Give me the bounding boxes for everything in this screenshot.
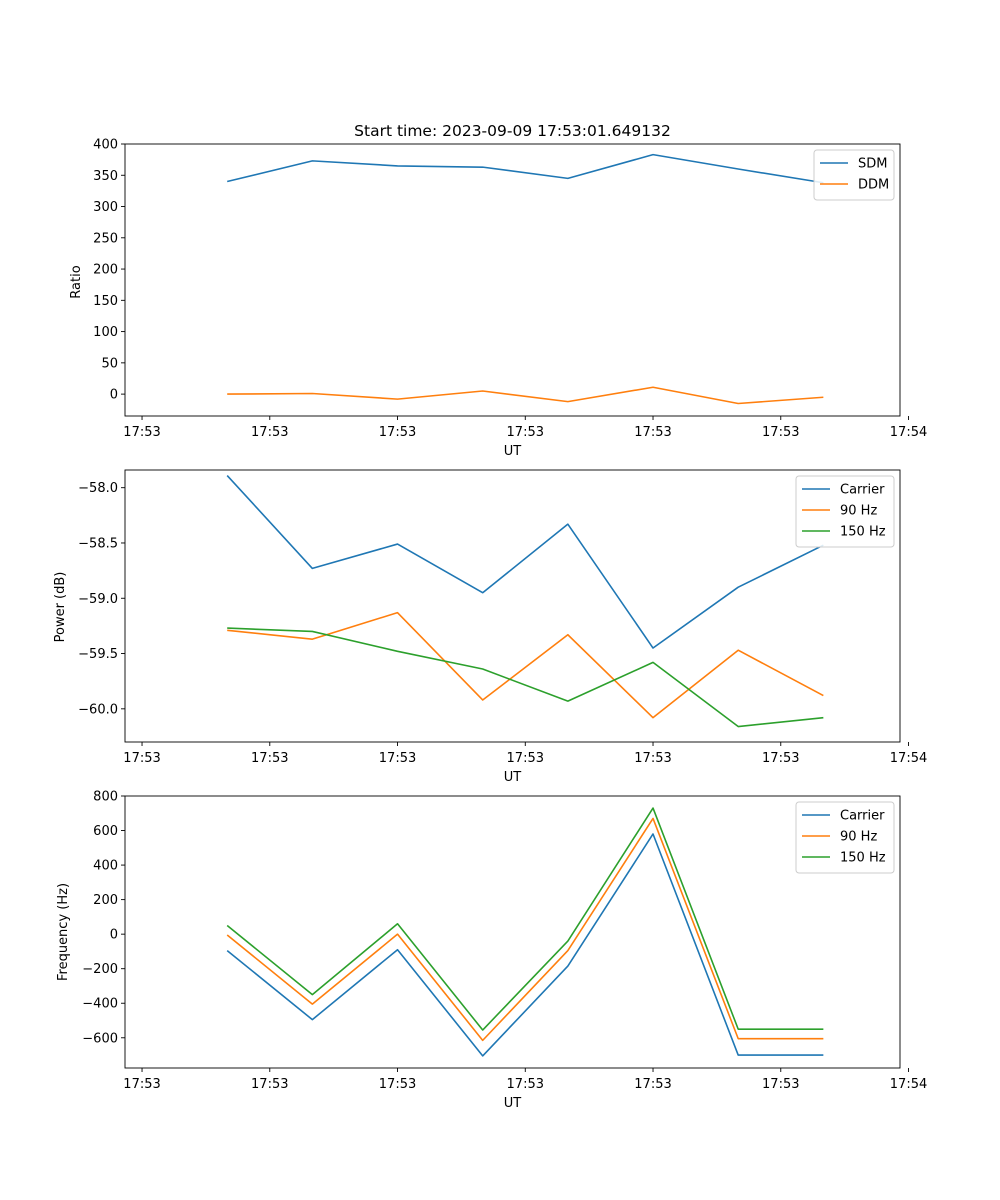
x-tick-label: 17:53 <box>251 425 288 440</box>
y-axis-label: Frequency (Hz) <box>56 883 71 981</box>
x-tick-label: 17:54 <box>890 425 927 440</box>
legend-label: SDM <box>858 157 887 172</box>
x-tick-label: 17:53 <box>762 1077 799 1092</box>
y-tick-label: 600 <box>93 824 118 839</box>
x-axis-label: UT <box>504 1096 522 1111</box>
x-tick-label: 17:53 <box>507 1077 544 1092</box>
y-tick-label: 200 <box>93 893 118 908</box>
series-line-sdm <box>227 153 824 184</box>
axes-frame <box>124 795 901 1069</box>
x-tick-label: 17:53 <box>634 425 671 440</box>
y-tick-label: 100 <box>93 325 118 340</box>
y-tick-label: 0 <box>110 388 118 403</box>
legend: Carrier 90 Hz 150 Hz <box>795 801 895 874</box>
legend-label: 150 Hz <box>840 525 886 540</box>
legend-label: 90 Hz <box>840 830 877 845</box>
x-tick-label: 17:53 <box>123 1077 160 1092</box>
y-tick-label: 300 <box>93 200 118 215</box>
x-tick-label: 17:53 <box>507 425 544 440</box>
series-line-90-hz <box>226 817 824 1042</box>
y-tick-label: −59.0 <box>78 592 118 607</box>
y-tick-label: −200 <box>82 962 118 977</box>
y-tick-label: −58.5 <box>78 536 118 551</box>
legend-box <box>795 475 895 548</box>
legend-label: Carrier <box>840 809 885 824</box>
legend-label: 90 Hz <box>840 504 877 519</box>
y-tick-label: −400 <box>82 997 118 1012</box>
y-tick-label: −58.0 <box>78 481 118 496</box>
axes-frame <box>124 469 901 743</box>
legend: SDM DDM <box>813 149 895 201</box>
x-tick-label: 17:53 <box>634 1077 671 1092</box>
series-line-carrier <box>226 474 824 649</box>
y-tick-label: 400 <box>93 138 118 153</box>
legend-label: DDM <box>858 178 889 193</box>
x-tick-label: 17:53 <box>762 425 799 440</box>
series-line-carrier <box>226 833 824 1057</box>
legend-label: Carrier <box>840 483 885 498</box>
x-tick-label: 17:53 <box>634 751 671 766</box>
y-tick-label: 400 <box>93 859 118 874</box>
y-tick-label: 200 <box>93 263 118 278</box>
y-tick-label: 250 <box>93 231 118 246</box>
x-tick-label: 17:54 <box>890 1077 927 1092</box>
x-tick-label: 17:53 <box>123 425 160 440</box>
x-tick-label: 17:54 <box>890 751 927 766</box>
y-tick-label: 50 <box>101 356 118 371</box>
legend-box <box>795 801 895 874</box>
x-tick-label: 17:53 <box>507 751 544 766</box>
x-tick-label: 17:53 <box>762 751 799 766</box>
x-tick-label: 17:53 <box>123 751 160 766</box>
ratio-panel: Start time: 2023-09-09 17:53:01.649132 U… <box>69 122 927 459</box>
chart-title: Start time: 2023-09-09 17:53:01.649132 <box>354 122 671 140</box>
y-tick-label: 150 <box>93 294 118 309</box>
y-axis-label: Ratio <box>69 265 84 298</box>
series-line-150-hz <box>226 807 824 1031</box>
frequency-panel: UT Frequency (Hz) 17:53 17:53 17:53 17:53 17… <box>56 790 927 1112</box>
y-tick-label: 0 <box>110 928 118 943</box>
axes-frame <box>124 143 901 417</box>
x-axis-label: UT <box>504 770 522 785</box>
x-tick-label: 17:53 <box>379 1077 416 1092</box>
x-tick-label: 17:53 <box>379 751 416 766</box>
y-axis-label: Power (dB) <box>53 572 68 643</box>
x-axis-label: UT <box>504 444 522 459</box>
y-tick-label: −600 <box>82 1031 118 1046</box>
x-tick-label: 17:53 <box>251 1077 288 1092</box>
legend-label: 150 Hz <box>840 851 886 866</box>
y-tick-label: 350 <box>93 169 118 184</box>
y-tick-label: 800 <box>93 790 118 805</box>
legend: Carrier 90 Hz 150 Hz <box>795 475 895 548</box>
y-tick-label: −60.0 <box>78 702 118 717</box>
x-tick-label: 17:53 <box>251 751 288 766</box>
power-panel: UT Power (dB) 17:53 17:53 17:53 17:53 17:53 1… <box>53 469 927 785</box>
series-line-ddm <box>227 386 824 405</box>
y-tick-label: −59.5 <box>78 647 118 662</box>
x-tick-label: 17:53 <box>379 425 416 440</box>
series-line-150-hz <box>227 627 824 728</box>
